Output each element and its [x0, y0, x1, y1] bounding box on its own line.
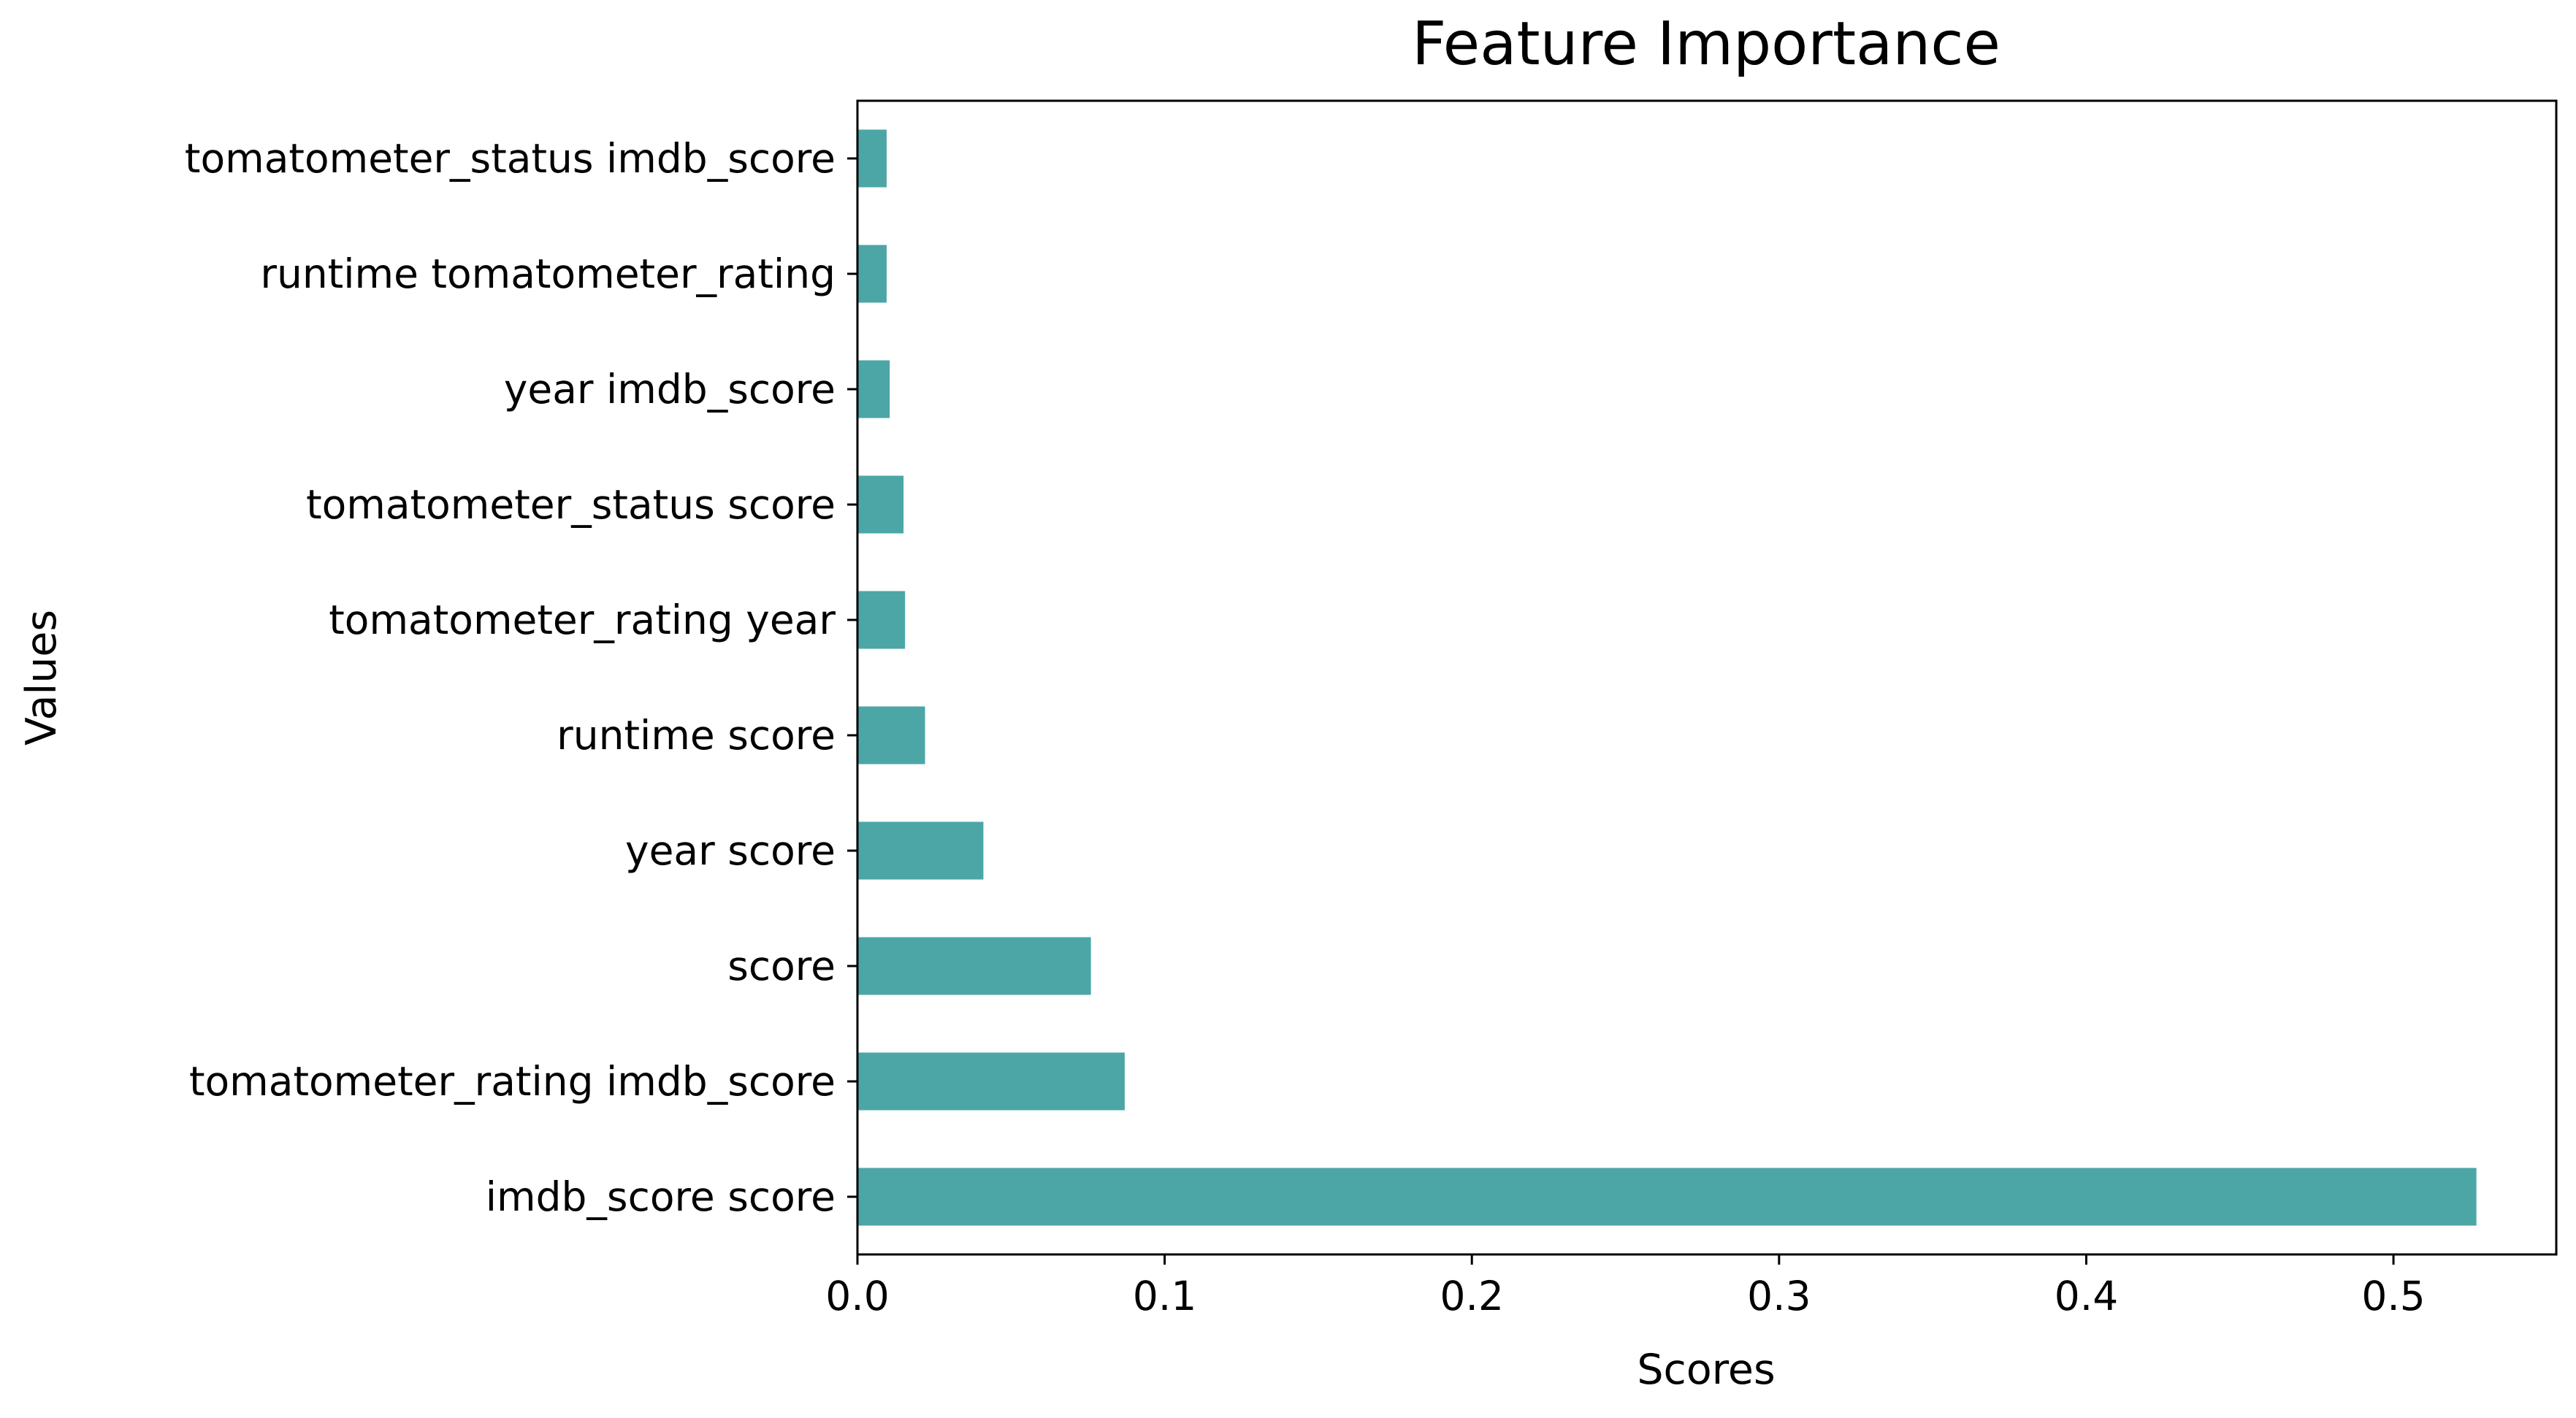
y-axis-label: Values [18, 610, 66, 746]
x-tick-label: 0.4 [2055, 1273, 2118, 1319]
bar [857, 360, 890, 418]
x-tick-label: 0.2 [1440, 1273, 1503, 1319]
bar [857, 475, 904, 534]
x-axis-ticks: 0.0 0.1 0.2 0.3 0.4 0.5 [825, 1254, 2426, 1319]
y-tick-label: runtime tomatometer_rating [260, 250, 836, 297]
x-axis-label: Scores [1637, 1346, 1775, 1394]
bar [857, 129, 887, 188]
bars-group [857, 129, 2477, 1226]
y-tick-label: tomatometer_status score [306, 481, 836, 528]
x-tick-label: 0.5 [2361, 1273, 2425, 1319]
y-tick-label: tomatometer_status imdb_score [185, 135, 836, 182]
x-tick-label: 0.0 [825, 1273, 889, 1319]
chart-title: Feature Importance [1412, 9, 2000, 79]
y-axis-ticks: imdb_score score tomatometer_rating imdb_… [185, 135, 857, 1220]
bar [857, 706, 925, 764]
bar [857, 591, 906, 649]
bar [857, 1052, 1125, 1111]
bar [857, 937, 1091, 995]
y-tick-label: tomatometer_rating imdb_score [189, 1058, 836, 1105]
bar [857, 245, 887, 303]
y-tick-label: score [727, 943, 836, 989]
plot-frame [856, 99, 2558, 1256]
x-tick-label: 0.1 [1133, 1273, 1196, 1319]
bar [857, 821, 984, 880]
y-tick-label: year imdb_score [504, 366, 836, 413]
bar [857, 1168, 2477, 1226]
y-tick-label: tomatometer_rating year [329, 597, 836, 643]
x-tick-label: 0.3 [1747, 1273, 1811, 1319]
y-tick-label: runtime score [557, 712, 836, 759]
y-tick-label: year score [625, 827, 836, 874]
y-tick-label: imdb_score score [486, 1173, 836, 1220]
